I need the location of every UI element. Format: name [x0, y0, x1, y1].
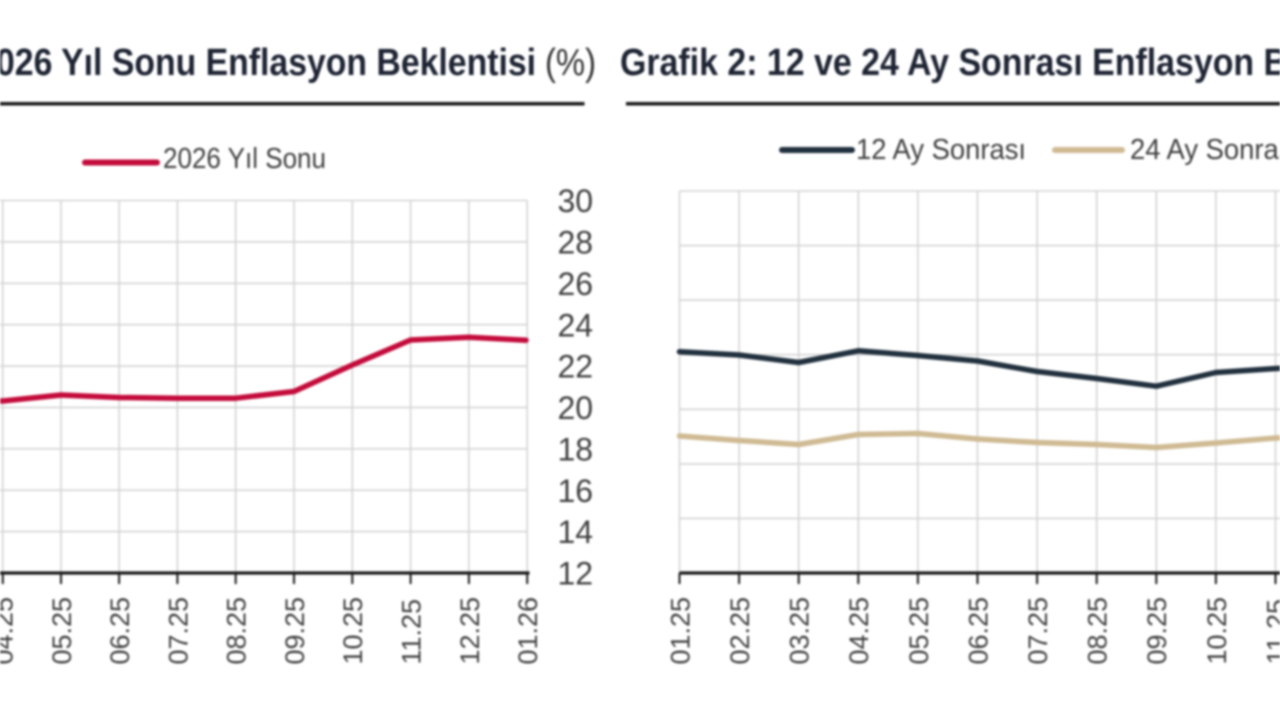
svg-text:28: 28: [558, 225, 594, 261]
svg-text:18: 18: [558, 431, 594, 467]
svg-text:12: 12: [558, 556, 594, 592]
svg-text:01.25: 01.25: [665, 597, 695, 665]
svg-text:16: 16: [558, 473, 594, 509]
svg-text:24: 24: [558, 307, 594, 343]
svg-text:06.25: 06.25: [963, 597, 993, 665]
svg-text:02.25: 02.25: [725, 597, 755, 665]
svg-text:05.25: 05.25: [47, 597, 77, 665]
svg-text:30: 30: [558, 183, 594, 219]
svg-text:06.25: 06.25: [105, 597, 135, 665]
svg-text:01.26: 01.26: [513, 597, 543, 665]
svg-text:08.25: 08.25: [222, 597, 252, 665]
svg-text:04.25: 04.25: [0, 597, 19, 665]
svg-text:11.25: 11.25: [1261, 599, 1280, 665]
svg-text:03.25: 03.25: [785, 597, 815, 665]
svg-text:10.25: 10.25: [338, 597, 368, 665]
svg-text:12 Ay Sonrası: 12 Ay Sonrası: [856, 134, 1026, 166]
svg-text:04.25: 04.25: [844, 597, 874, 665]
svg-text:026 Yıl Sonu Enflasyon Beklent: 026 Yıl Sonu Enflasyon Beklentisi: [0, 42, 536, 84]
svg-text:08.25: 08.25: [1083, 597, 1113, 665]
svg-text:05.25: 05.25: [904, 597, 934, 665]
svg-text:14: 14: [558, 514, 594, 550]
svg-text:12.25: 12.25: [455, 597, 485, 665]
svg-text:20: 20: [558, 390, 594, 426]
svg-text:2026 Yıl Sonu: 2026 Yıl Sonu: [163, 143, 326, 175]
svg-text:10.25: 10.25: [1202, 597, 1232, 665]
svg-text:07.25: 07.25: [1023, 597, 1053, 665]
svg-text:26: 26: [558, 266, 594, 302]
svg-text:11.25: 11.25: [397, 599, 427, 665]
svg-text:22: 22: [558, 349, 594, 385]
svg-text:07.25: 07.25: [163, 597, 193, 665]
svg-text:09.25: 09.25: [280, 597, 310, 665]
svg-text:Grafik 2: 12 ve 24 Ay Sonrası: Grafik 2: 12 ve 24 Ay Sonrası Enflasyon …: [620, 42, 1280, 84]
svg-text:(%): (%): [545, 42, 596, 84]
svg-text:09.25: 09.25: [1142, 597, 1172, 665]
svg-text:24 Ay Sonrası: 24 Ay Sonrası: [1130, 134, 1280, 166]
